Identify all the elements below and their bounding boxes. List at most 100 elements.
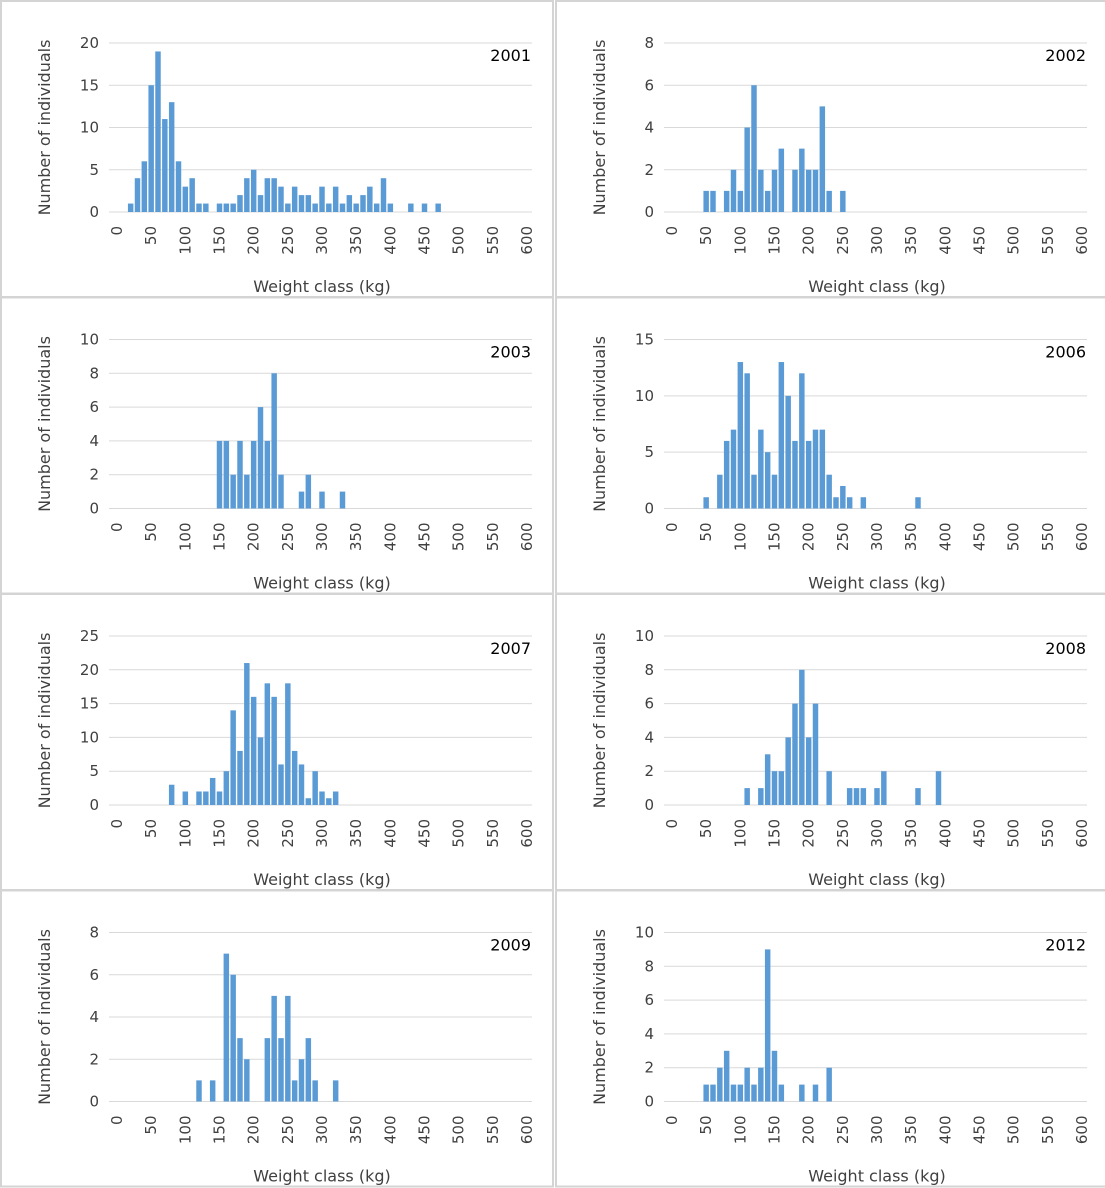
x-tick-label: 0 — [108, 1116, 126, 1126]
x-tick-label: 0 — [108, 819, 126, 829]
bar — [737, 362, 744, 509]
y-tick-label: 10 — [635, 924, 654, 942]
y-tick-label: 10 — [80, 331, 99, 349]
x-tick-label: 50 — [697, 523, 715, 542]
x-tick-label: 50 — [142, 523, 160, 542]
panel: 0 2 4 6 8 0 50 100 150 200 250 300 350 400 450 500 550 60… — [0, 889, 554, 1188]
x-axis-label: Weight class (kg) — [253, 870, 391, 889]
bar — [298, 195, 305, 212]
bar — [168, 102, 175, 212]
bar — [155, 51, 161, 213]
bar — [778, 771, 785, 805]
x-tick-label: 150 — [766, 523, 784, 552]
bar — [751, 1084, 757, 1102]
bar — [717, 474, 723, 509]
y-tick-label: 2 — [644, 1059, 654, 1077]
y-tick-label: 0 — [89, 203, 99, 221]
x-tick-label: 200 — [800, 1116, 818, 1145]
x-tick-label: 300 — [313, 819, 331, 848]
x-tick-label: 150 — [211, 226, 229, 255]
bar — [278, 186, 284, 212]
bar — [230, 974, 236, 1102]
x-tick-label: 50 — [697, 819, 715, 838]
bar — [792, 703, 798, 805]
x-tick-label: 500 — [1005, 226, 1023, 255]
bar — [840, 190, 846, 212]
bar — [860, 497, 867, 509]
x-tick-label: 500 — [450, 819, 468, 848]
x-tick-label: 250 — [279, 523, 297, 552]
panel: 0 2 4 6 8 0 50 100 150 200 250 300 350 400 450 500 550 60… — [555, 0, 1105, 298]
bar — [223, 771, 230, 805]
x-axis-label: Weight class (kg) — [253, 277, 391, 296]
x-tick-label: 450 — [971, 819, 989, 848]
x-tick-label: 0 — [663, 523, 681, 533]
bar — [162, 119, 168, 212]
bar — [230, 474, 236, 509]
bar — [373, 203, 380, 212]
x-tick-label: 600 — [1073, 819, 1091, 848]
bar — [134, 178, 141, 212]
bar — [237, 195, 243, 212]
x-tick-label: 450 — [971, 1116, 989, 1145]
bar — [319, 791, 325, 805]
bar — [196, 203, 202, 212]
bar — [812, 429, 819, 509]
x-tick-label: 250 — [279, 1116, 297, 1145]
x-tick-label: 500 — [1005, 1116, 1023, 1145]
x-tick-label: 550 — [484, 523, 502, 552]
bar — [826, 1067, 832, 1102]
y-axis-label: Number of individuals — [35, 633, 54, 809]
bar — [853, 788, 860, 805]
bar — [805, 169, 812, 212]
x-tick-label: 250 — [834, 819, 852, 848]
bar — [285, 995, 291, 1102]
x-tick-label: 50 — [142, 226, 160, 245]
y-tick-label: 10 — [80, 728, 99, 746]
x-tick-label: 400 — [381, 523, 399, 552]
y-tick-label: 4 — [644, 1025, 654, 1043]
x-tick-label: 600 — [1073, 226, 1091, 255]
bar — [717, 1067, 723, 1102]
y-tick-label: 8 — [644, 661, 654, 679]
bar — [223, 953, 230, 1102]
x-tick-label: 450 — [971, 523, 989, 552]
x-tick-label: 600 — [1073, 523, 1091, 552]
x-tick-label: 0 — [663, 1116, 681, 1126]
bar — [881, 771, 887, 805]
bar — [826, 190, 832, 212]
bar — [812, 169, 819, 212]
x-tick-label: 100 — [731, 1116, 749, 1145]
y-tick-label: 15 — [635, 331, 654, 349]
bar — [209, 777, 216, 805]
x-tick-label: 0 — [663, 819, 681, 829]
bar — [216, 203, 223, 212]
bar — [703, 497, 709, 509]
bar — [744, 373, 750, 509]
x-tick-label: 350 — [902, 819, 920, 848]
bar — [196, 1080, 202, 1102]
bar — [326, 203, 332, 212]
bar — [326, 798, 332, 805]
x-tick-label: 600 — [518, 1116, 536, 1145]
bar — [846, 497, 853, 509]
x-tick-label: 150 — [766, 226, 784, 255]
bar — [223, 440, 230, 509]
bar — [264, 178, 271, 212]
bar — [744, 788, 750, 805]
bar — [771, 1050, 778, 1102]
panel-title: 2009 — [490, 936, 531, 955]
x-tick-label: 300 — [313, 523, 331, 552]
bar — [723, 1050, 730, 1102]
bar — [216, 791, 223, 805]
x-tick-label: 550 — [1039, 1116, 1057, 1145]
x-tick-label: 250 — [834, 226, 852, 255]
bar — [751, 85, 757, 212]
bar — [305, 195, 312, 212]
x-tick-label: 0 — [663, 226, 681, 236]
x-tick-label: 400 — [381, 1116, 399, 1145]
bar — [223, 203, 230, 212]
x-tick-label: 150 — [211, 819, 229, 848]
